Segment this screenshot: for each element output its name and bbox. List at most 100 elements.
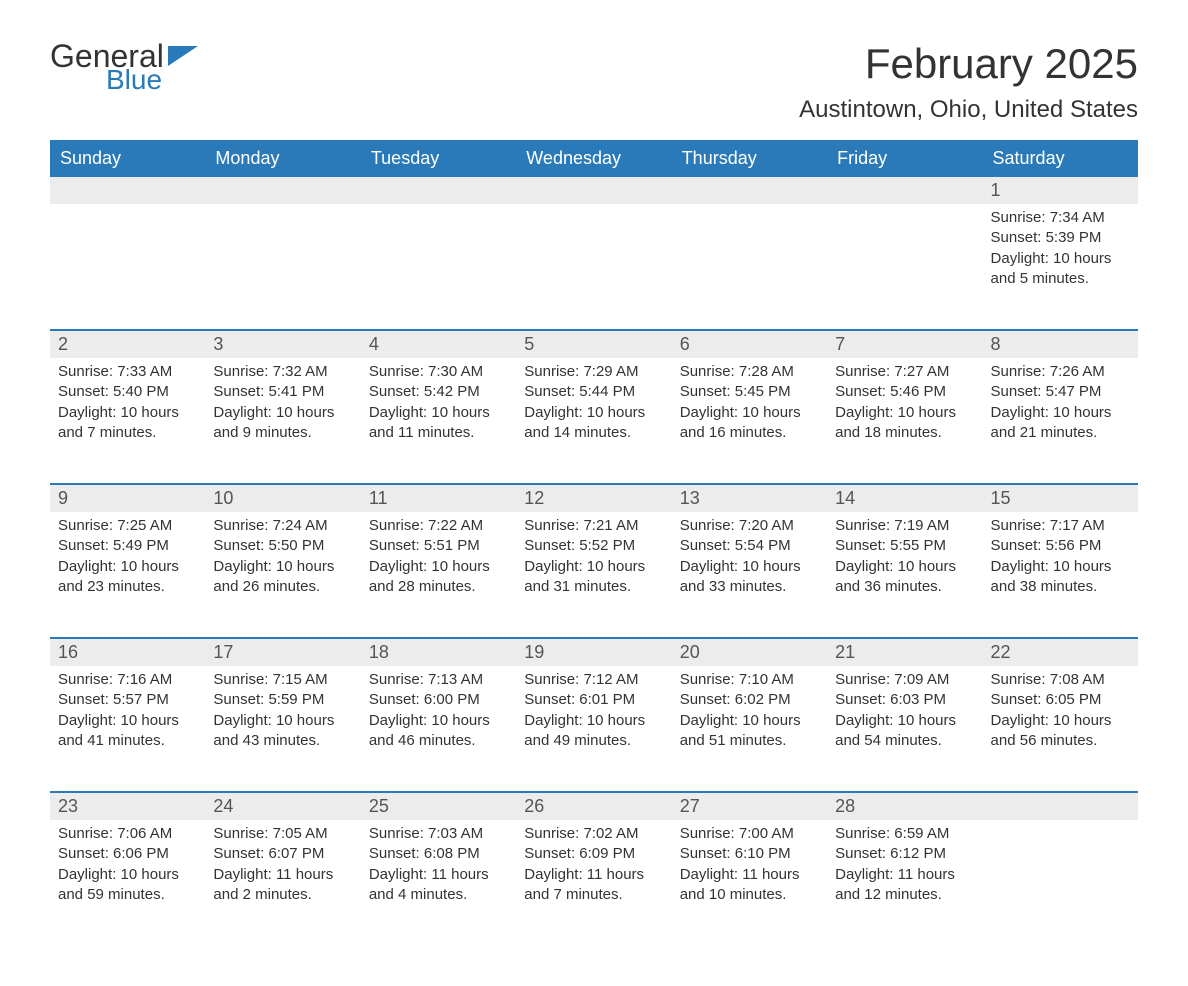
day-cell: Sunrise: 7:26 AMSunset: 5:47 PMDaylight:…	[983, 358, 1138, 484]
day-cell: Sunrise: 7:13 AMSunset: 6:00 PMDaylight:…	[361, 666, 516, 792]
sunset: Sunset: 5:52 PM	[524, 536, 663, 556]
day-number	[516, 177, 671, 204]
day-cell: Sunrise: 7:06 AMSunset: 6:06 PMDaylight:…	[50, 820, 205, 946]
day-number: 19	[516, 638, 671, 666]
daynum-row: 16171819202122	[50, 638, 1138, 666]
daylight: Daylight: 10 hours and 51 minutes.	[680, 711, 819, 752]
sunrise: Sunrise: 7:02 AM	[524, 824, 663, 844]
daylight: Daylight: 10 hours and 9 minutes.	[213, 403, 352, 444]
sunrise: Sunrise: 7:10 AM	[680, 670, 819, 690]
day-number: 13	[672, 484, 827, 512]
sunrise: Sunrise: 7:16 AM	[58, 670, 197, 690]
daylight: Daylight: 10 hours and 59 minutes.	[58, 865, 197, 906]
daynum-row: 9101112131415	[50, 484, 1138, 512]
weekday-header: Monday	[205, 140, 360, 177]
sunrise: Sunrise: 7:29 AM	[524, 362, 663, 382]
daylight: Daylight: 11 hours and 2 minutes.	[213, 865, 352, 906]
day-number: 17	[205, 638, 360, 666]
sunset: Sunset: 6:09 PM	[524, 844, 663, 864]
sunset: Sunset: 6:12 PM	[835, 844, 974, 864]
day-number: 21	[827, 638, 982, 666]
day-cell: Sunrise: 7:28 AMSunset: 5:45 PMDaylight:…	[672, 358, 827, 484]
day-cell: Sunrise: 7:08 AMSunset: 6:05 PMDaylight:…	[983, 666, 1138, 792]
day-number: 6	[672, 330, 827, 358]
weekday-header: Friday	[827, 140, 982, 177]
daylight: Daylight: 11 hours and 4 minutes.	[369, 865, 508, 906]
day-number: 15	[983, 484, 1138, 512]
sunrise: Sunrise: 7:25 AM	[58, 516, 197, 536]
day-cell: Sunrise: 7:25 AMSunset: 5:49 PMDaylight:…	[50, 512, 205, 638]
day-cell: Sunrise: 7:02 AMSunset: 6:09 PMDaylight:…	[516, 820, 671, 946]
day-cell: Sunrise: 7:09 AMSunset: 6:03 PMDaylight:…	[827, 666, 982, 792]
sunrise: Sunrise: 6:59 AM	[835, 824, 974, 844]
daylight: Daylight: 10 hours and 54 minutes.	[835, 711, 974, 752]
day-cell: Sunrise: 7:10 AMSunset: 6:02 PMDaylight:…	[672, 666, 827, 792]
day-number	[672, 177, 827, 204]
sunset: Sunset: 5:50 PM	[213, 536, 352, 556]
sunrise: Sunrise: 7:27 AM	[835, 362, 974, 382]
weekday-header: Thursday	[672, 140, 827, 177]
sunrise: Sunrise: 7:34 AM	[991, 208, 1130, 228]
daylight: Daylight: 10 hours and 28 minutes.	[369, 557, 508, 598]
day-number: 20	[672, 638, 827, 666]
day-cell: Sunrise: 7:33 AMSunset: 5:40 PMDaylight:…	[50, 358, 205, 484]
sunrise: Sunrise: 7:09 AM	[835, 670, 974, 690]
sunset: Sunset: 5:49 PM	[58, 536, 197, 556]
sunrise: Sunrise: 7:19 AM	[835, 516, 974, 536]
sunrise: Sunrise: 7:06 AM	[58, 824, 197, 844]
location: Austintown, Ohio, United States	[799, 96, 1138, 124]
day-cell	[827, 204, 982, 330]
day-number: 22	[983, 638, 1138, 666]
flag-icon	[168, 46, 198, 70]
day-cell: Sunrise: 7:15 AMSunset: 5:59 PMDaylight:…	[205, 666, 360, 792]
sunrise: Sunrise: 7:24 AM	[213, 516, 352, 536]
weekday-header: Sunday	[50, 140, 205, 177]
sunrise: Sunrise: 7:30 AM	[369, 362, 508, 382]
sunrise: Sunrise: 7:05 AM	[213, 824, 352, 844]
sunrise: Sunrise: 7:20 AM	[680, 516, 819, 536]
day-number: 10	[205, 484, 360, 512]
sunrise: Sunrise: 7:32 AM	[213, 362, 352, 382]
daylight: Daylight: 11 hours and 12 minutes.	[835, 865, 974, 906]
sunset: Sunset: 5:59 PM	[213, 690, 352, 710]
day-cell	[672, 204, 827, 330]
day-number: 14	[827, 484, 982, 512]
daylight: Daylight: 10 hours and 5 minutes.	[991, 249, 1130, 290]
day-cell: Sunrise: 7:24 AMSunset: 5:50 PMDaylight:…	[205, 512, 360, 638]
day-cell: Sunrise: 7:05 AMSunset: 6:07 PMDaylight:…	[205, 820, 360, 946]
day-cell: Sunrise: 7:22 AMSunset: 5:51 PMDaylight:…	[361, 512, 516, 638]
content-row: Sunrise: 7:06 AMSunset: 6:06 PMDaylight:…	[50, 820, 1138, 946]
sunrise: Sunrise: 7:17 AM	[991, 516, 1130, 536]
logo-word2: Blue	[106, 66, 164, 94]
content-row: Sunrise: 7:33 AMSunset: 5:40 PMDaylight:…	[50, 358, 1138, 484]
day-cell	[361, 204, 516, 330]
day-number	[50, 177, 205, 204]
day-cell: Sunrise: 7:03 AMSunset: 6:08 PMDaylight:…	[361, 820, 516, 946]
daynum-row: 232425262728	[50, 792, 1138, 820]
sunset: Sunset: 5:47 PM	[991, 382, 1130, 402]
sunset: Sunset: 5:46 PM	[835, 382, 974, 402]
sunset: Sunset: 5:55 PM	[835, 536, 974, 556]
sunset: Sunset: 6:06 PM	[58, 844, 197, 864]
day-cell: Sunrise: 7:17 AMSunset: 5:56 PMDaylight:…	[983, 512, 1138, 638]
sunset: Sunset: 5:51 PM	[369, 536, 508, 556]
sunset: Sunset: 5:57 PM	[58, 690, 197, 710]
sunrise: Sunrise: 7:08 AM	[991, 670, 1130, 690]
daylight: Daylight: 10 hours and 11 minutes.	[369, 403, 508, 444]
sunrise: Sunrise: 7:12 AM	[524, 670, 663, 690]
day-number: 26	[516, 792, 671, 820]
sunset: Sunset: 6:05 PM	[991, 690, 1130, 710]
daylight: Daylight: 10 hours and 36 minutes.	[835, 557, 974, 598]
day-number: 5	[516, 330, 671, 358]
day-number: 24	[205, 792, 360, 820]
day-cell: Sunrise: 7:29 AMSunset: 5:44 PMDaylight:…	[516, 358, 671, 484]
daylight: Daylight: 10 hours and 33 minutes.	[680, 557, 819, 598]
sunrise: Sunrise: 7:15 AM	[213, 670, 352, 690]
day-number: 23	[50, 792, 205, 820]
day-cell	[205, 204, 360, 330]
sunrise: Sunrise: 7:33 AM	[58, 362, 197, 382]
sunset: Sunset: 5:42 PM	[369, 382, 508, 402]
daylight: Daylight: 10 hours and 7 minutes.	[58, 403, 197, 444]
daylight: Daylight: 10 hours and 31 minutes.	[524, 557, 663, 598]
sunset: Sunset: 5:40 PM	[58, 382, 197, 402]
